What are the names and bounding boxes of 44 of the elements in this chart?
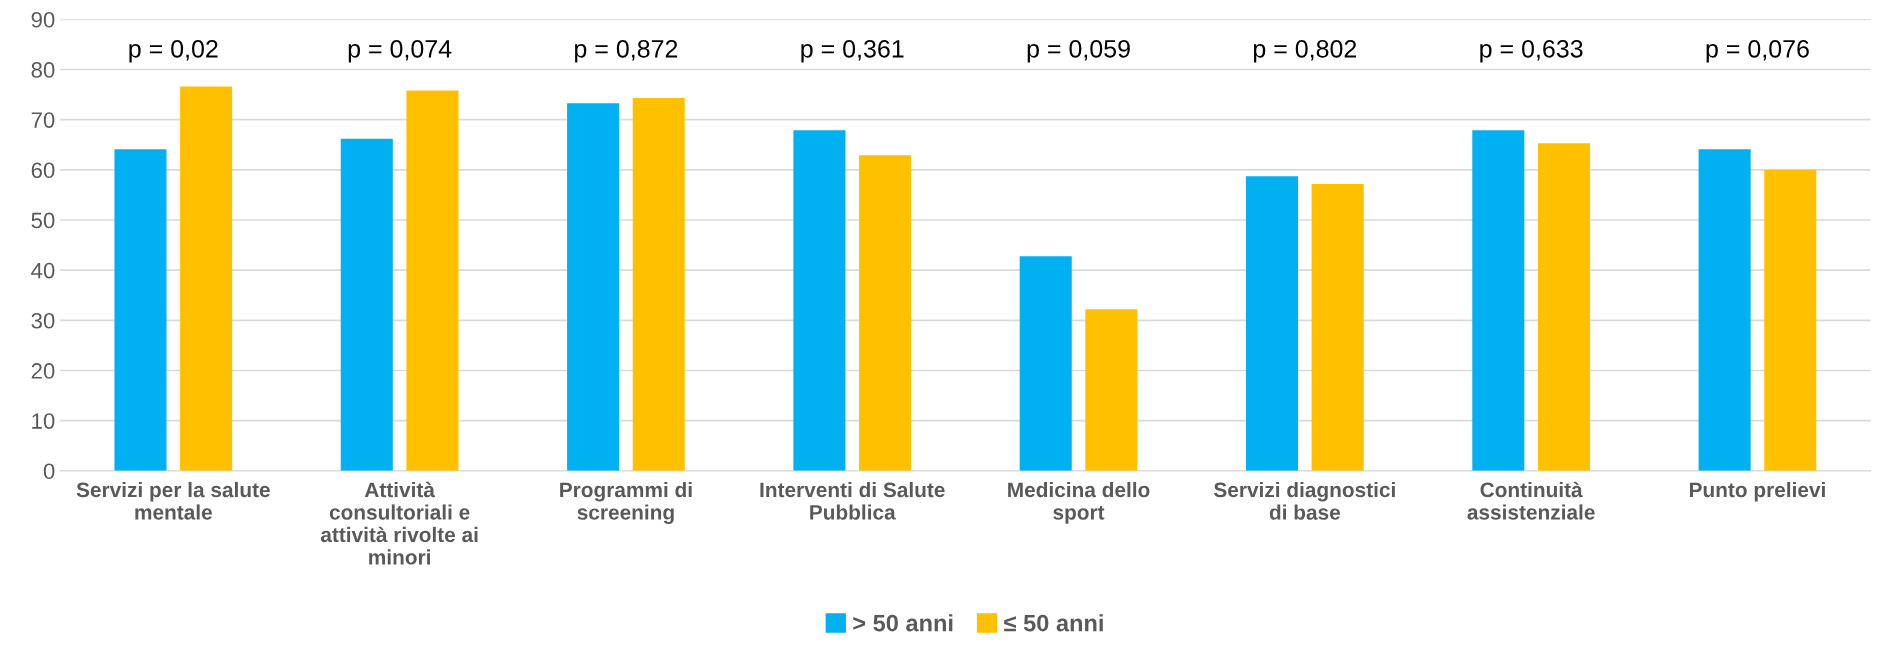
x-tick-label: Servizi diagnostici di base	[1213, 481, 1395, 520]
bar	[114, 149, 167, 471]
legend-label: > 50 anni	[853, 614, 953, 632]
bar	[406, 90, 459, 471]
bar	[1698, 149, 1751, 471]
legend-label: ≤ 50 anni	[1004, 614, 1103, 632]
bar	[793, 130, 846, 471]
bar	[567, 103, 620, 471]
y-tick-label: 40	[31, 262, 55, 279]
annotation: p = 0,02	[129, 39, 218, 63]
bar	[340, 138, 393, 471]
bar	[1537, 143, 1590, 471]
bar	[1764, 169, 1817, 471]
bar	[632, 98, 685, 471]
annotation: p = 0,633	[1480, 39, 1583, 63]
y-tick-label: 50	[31, 212, 55, 229]
y-tick-label: 80	[31, 62, 55, 78]
y-tick-label: 10	[32, 413, 55, 429]
x-tick-label: Interventi di Salute Pubblica	[760, 481, 945, 520]
y-tick-label: 30	[31, 312, 55, 329]
y-tick-label: 0	[43, 463, 55, 480]
x-tick-label: Attività consultoriali e attività rivolte ai minori	[320, 481, 478, 565]
y-tick-label: 90	[31, 11, 55, 28]
y-tick-label: 70	[31, 112, 55, 128]
bar	[1085, 309, 1138, 471]
annotation: p = 0,872	[575, 39, 678, 63]
bar	[1246, 176, 1299, 471]
bar	[1472, 130, 1525, 471]
annotation: p = 0,076	[1706, 39, 1809, 63]
annotation: p = 0,074	[348, 39, 452, 63]
x-tick-label: Continuità assistenziale	[1467, 481, 1595, 520]
x-tick-label: Punto prelievi	[1689, 481, 1825, 502]
y-tick-label: 60	[31, 162, 55, 179]
x-tick-label: Programmi di screening	[560, 481, 692, 524]
annotation: p = 0,802	[1253, 39, 1357, 63]
bar	[1019, 256, 1072, 471]
bar	[180, 86, 233, 471]
annotation: p = 0,059	[1027, 39, 1130, 63]
x-tick-label: Servizi per la salute mentale	[76, 481, 270, 520]
x-tick-label: Medicina dello sport	[1008, 481, 1150, 524]
annotation: p = 0,361	[801, 39, 904, 63]
bar	[1311, 183, 1364, 471]
y-tick-label: 20	[31, 363, 55, 379]
bar	[859, 155, 912, 471]
